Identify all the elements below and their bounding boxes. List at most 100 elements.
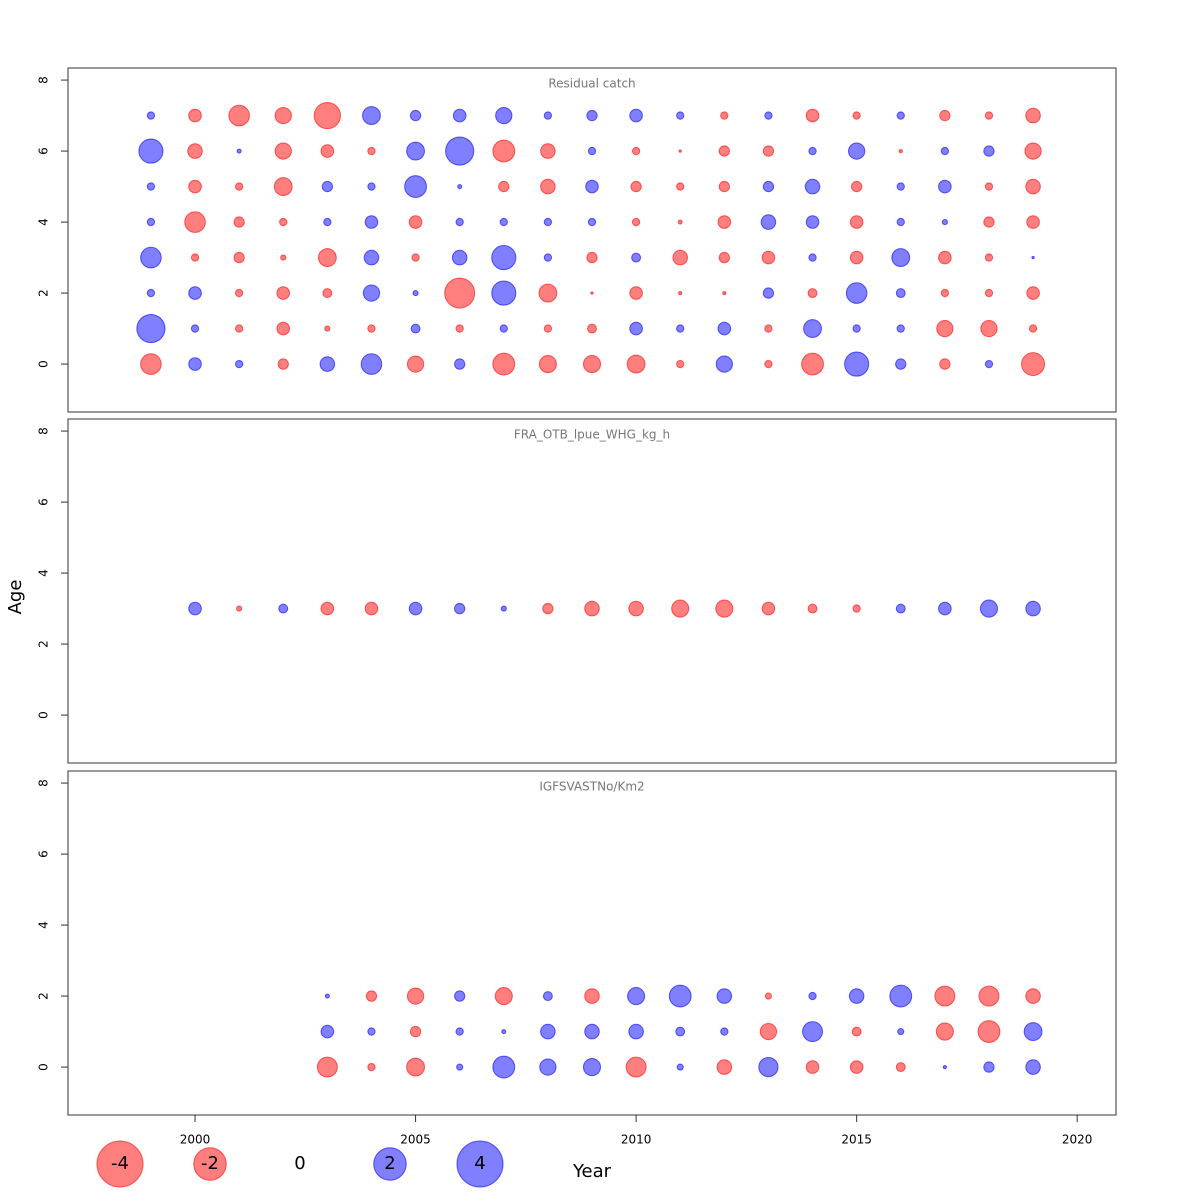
bubble (896, 324, 905, 333)
bubble (845, 282, 868, 304)
bubble (187, 143, 203, 159)
bubble (716, 988, 733, 1004)
x-tick-label: 2000 (180, 1133, 211, 1147)
bubble (138, 138, 164, 164)
bubble (803, 319, 822, 338)
bubble (672, 249, 688, 266)
bubble (406, 141, 425, 161)
bubble (360, 353, 383, 375)
bubble (543, 253, 553, 262)
bubble (980, 319, 998, 338)
bubble (373, 1147, 407, 1181)
bubble (188, 179, 202, 194)
bubble (808, 991, 817, 1001)
bubble (543, 217, 553, 227)
bubble (584, 1023, 600, 1040)
x-tick-label: 2005 (400, 1133, 431, 1147)
bubble (235, 359, 244, 369)
bubble (323, 217, 332, 227)
bubble (1025, 1059, 1041, 1075)
panel-title: Residual catch (548, 77, 635, 91)
bubble (716, 1059, 733, 1075)
bubble (1024, 142, 1042, 160)
bubble (761, 250, 776, 265)
y-tick-label: 2 (37, 640, 51, 648)
bubble (627, 987, 646, 1006)
bubble (406, 1057, 425, 1077)
bubble (313, 101, 341, 130)
bubble (324, 993, 330, 999)
bubble (849, 250, 864, 265)
bubble (758, 1056, 779, 1078)
bubble (540, 178, 556, 195)
bubble (278, 603, 289, 614)
y-tick-label: 8 (37, 76, 51, 84)
bubble (367, 1062, 376, 1072)
bubble (408, 215, 423, 229)
bubble (1021, 352, 1046, 377)
bubble (935, 1022, 954, 1041)
bubble (455, 324, 464, 333)
bubble (495, 106, 513, 125)
bubble (718, 180, 730, 193)
bubble (319, 356, 336, 372)
bubble (501, 1029, 507, 1035)
bubble (586, 109, 598, 122)
bubble (896, 111, 905, 120)
panel-title: FRA_OTB_lpue_WHG_kg_h (514, 428, 670, 442)
bubble (317, 248, 337, 267)
bubble (762, 180, 775, 193)
bubble (720, 1027, 729, 1036)
bubble (542, 991, 553, 1002)
bubble (193, 1147, 227, 1181)
bubble (273, 177, 293, 196)
bubble (668, 984, 692, 1008)
x-tick-label: 2020 (1062, 1133, 1093, 1147)
bubble (585, 179, 599, 194)
y-tick-label: 0 (37, 360, 51, 368)
bubble (235, 288, 244, 298)
bubble (146, 182, 156, 191)
bubble (582, 355, 602, 374)
bubble (629, 286, 643, 300)
bubble (938, 601, 952, 616)
legend-label: 4 (474, 1153, 485, 1174)
bubble (320, 144, 335, 158)
bubble (492, 139, 516, 163)
bubble (543, 324, 553, 333)
y-tick-label: 4 (37, 569, 51, 577)
bubble (802, 1021, 823, 1043)
bubble (939, 358, 951, 370)
bubble (445, 136, 475, 166)
bubble (280, 254, 287, 261)
bubble (895, 603, 906, 614)
y-tick-label: 8 (37, 779, 51, 787)
y-tick-label: 2 (37, 992, 51, 1000)
bubble (494, 987, 513, 1006)
bubble (801, 352, 824, 376)
bubble (631, 146, 641, 156)
bubble (849, 215, 864, 229)
bubble (804, 178, 821, 195)
y-tick-label: 2 (37, 289, 51, 297)
bubble (406, 355, 425, 373)
bubble (718, 251, 730, 264)
bubble (983, 145, 995, 157)
bubble (764, 992, 772, 1000)
bubble (1025, 600, 1041, 617)
bubble (492, 1055, 516, 1079)
bubble (320, 601, 335, 616)
bubble (367, 146, 376, 156)
bubble (983, 1061, 995, 1073)
bubble (455, 217, 464, 227)
y-tick-label: 0 (37, 711, 51, 719)
bubble (363, 249, 380, 266)
bubble (188, 601, 202, 616)
bubble (365, 990, 378, 1002)
bubble (1025, 988, 1041, 1004)
bubble (1025, 107, 1041, 124)
bubble (587, 323, 597, 334)
bubble (762, 145, 775, 157)
bubble (629, 321, 643, 336)
bubble (676, 1063, 684, 1071)
